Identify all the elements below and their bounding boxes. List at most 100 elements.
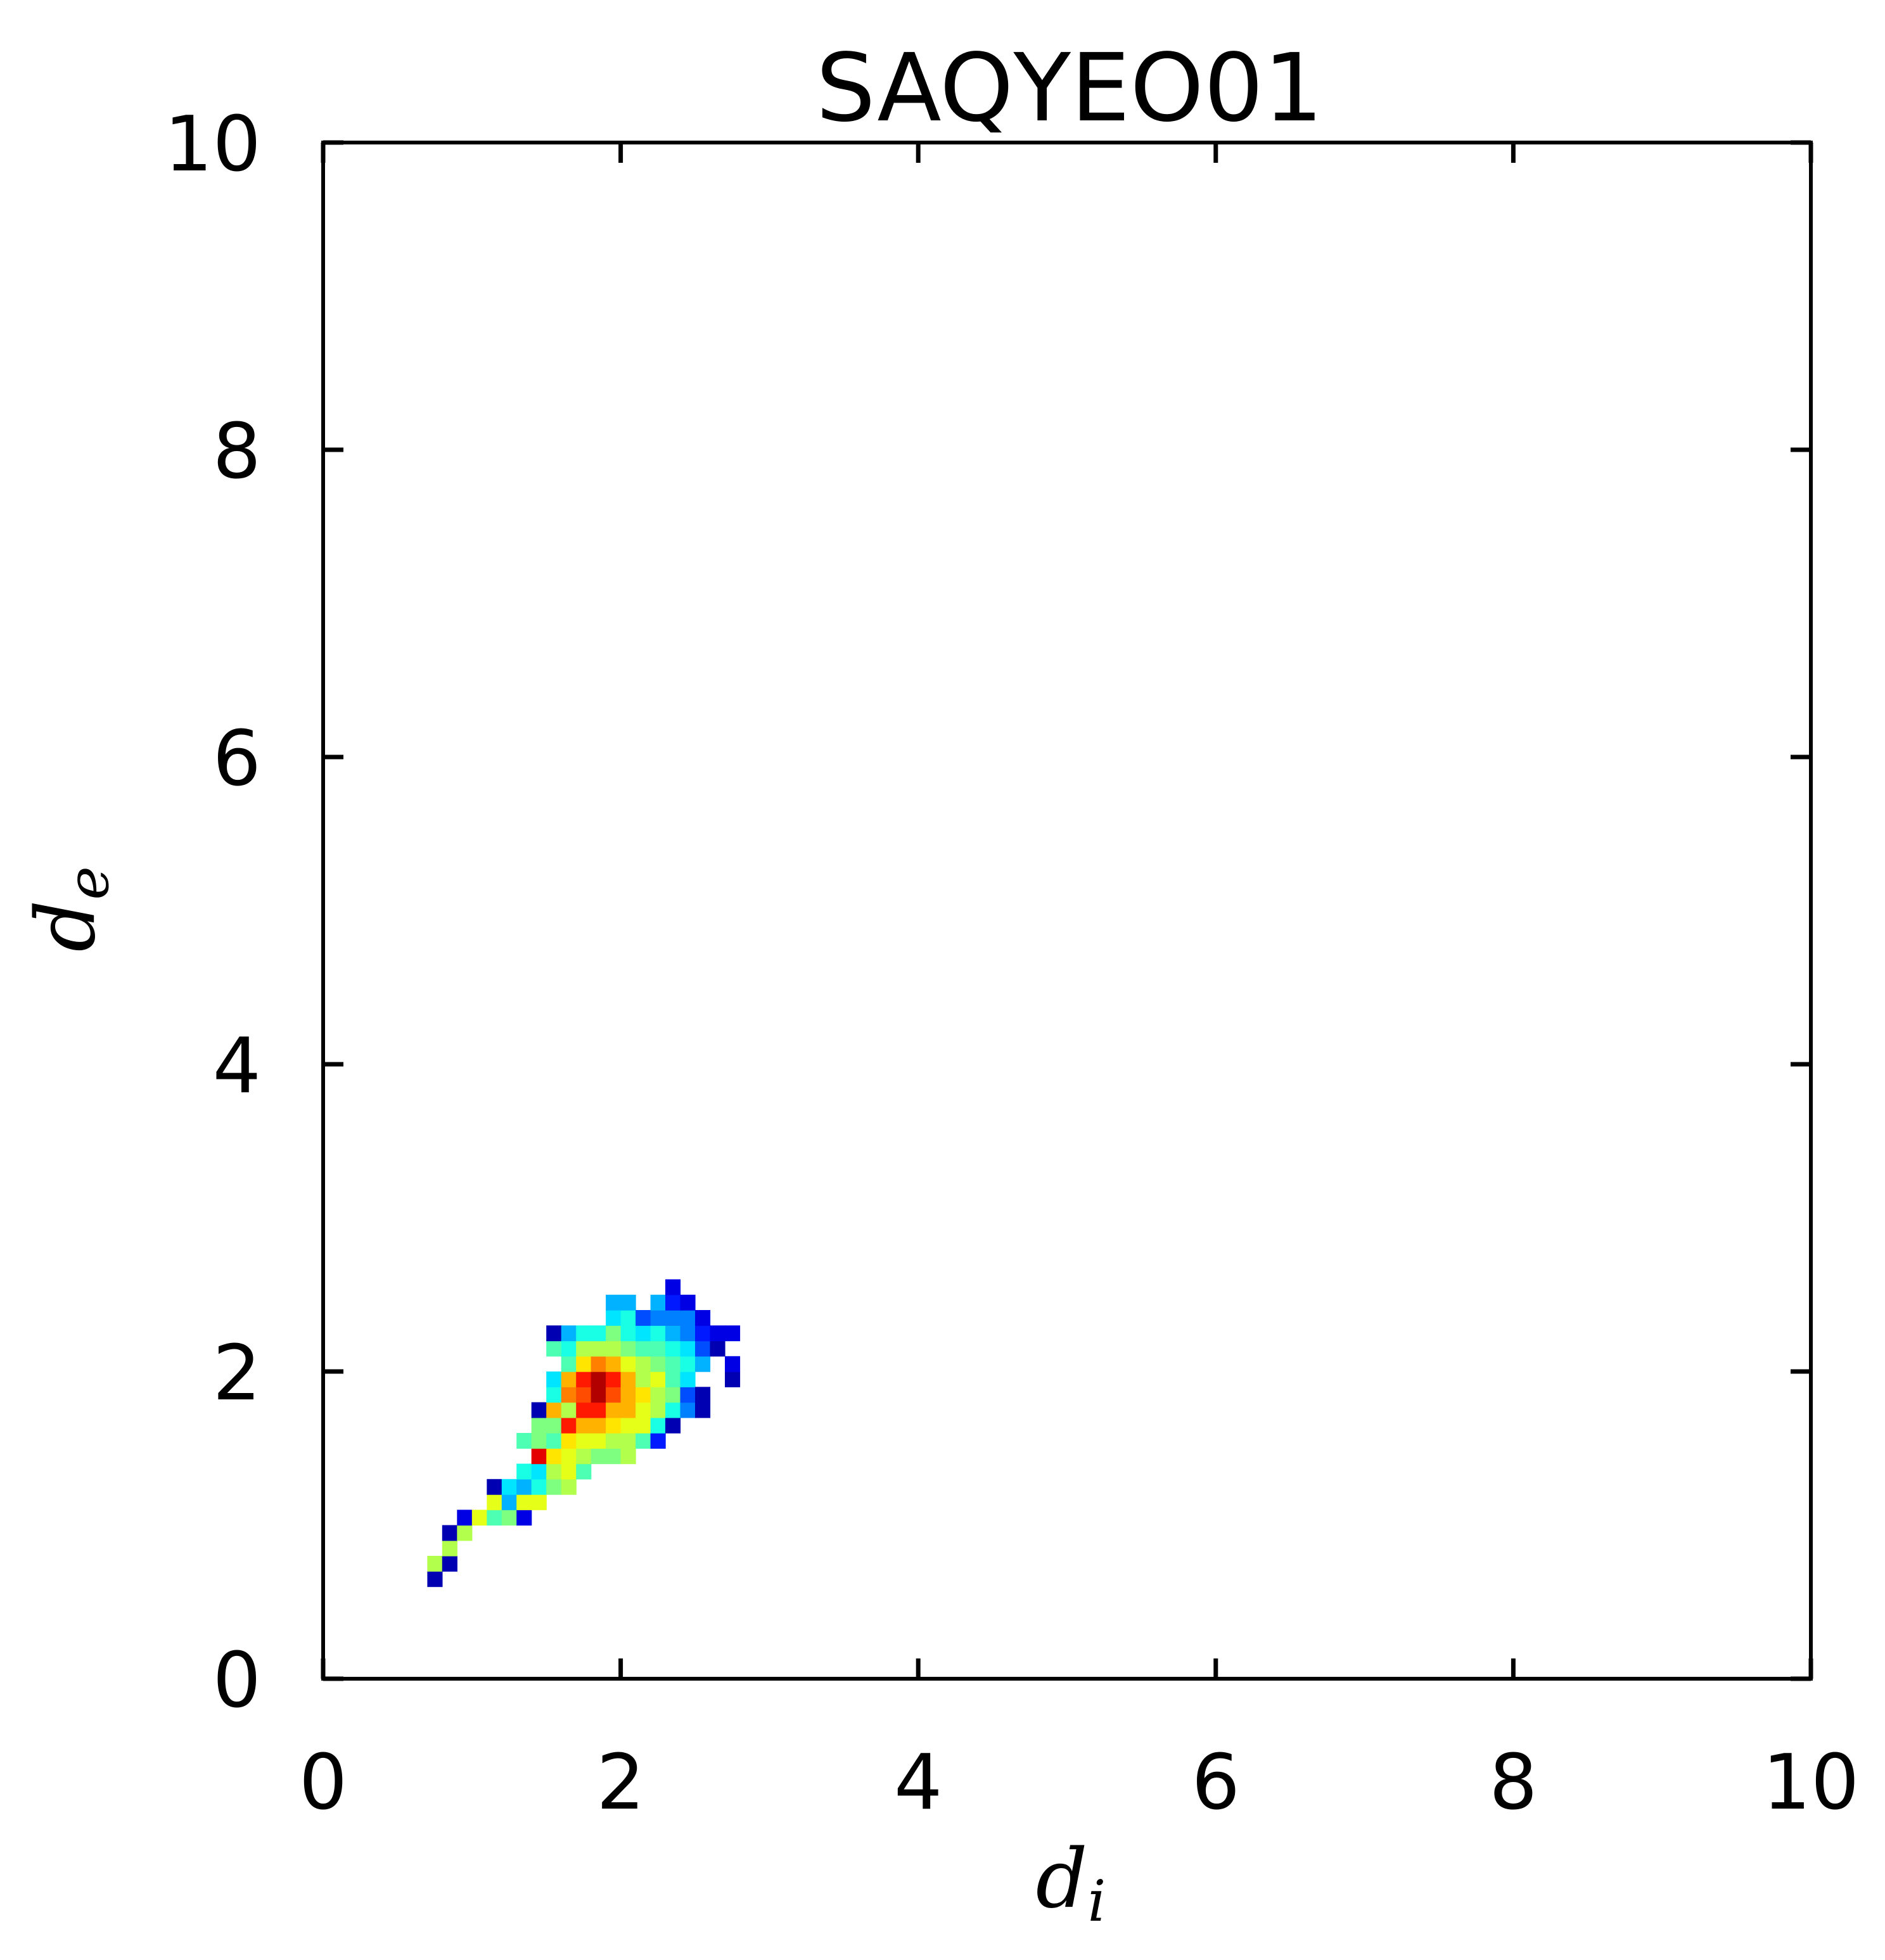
x-axis-label-main: d <box>1036 1832 1088 1926</box>
heatmap-cell <box>561 1417 577 1434</box>
heatmap-cell <box>561 1433 577 1449</box>
heatmap-cell <box>606 1310 622 1326</box>
heatmap-cell <box>546 1325 562 1342</box>
heatmap-cell <box>636 1340 651 1357</box>
axis-ticks <box>321 140 1813 1681</box>
heatmap-cell <box>591 1371 606 1387</box>
heatmap-cell <box>561 1371 577 1387</box>
heatmap-cell <box>576 1387 592 1403</box>
heatmap-cell <box>591 1387 606 1403</box>
x-tick-label: 4 <box>894 1739 942 1827</box>
heatmap-cell <box>591 1433 606 1449</box>
heatmap-cell <box>636 1402 651 1418</box>
heatmap-cell <box>531 1433 547 1449</box>
heatmap-cell <box>487 1479 502 1495</box>
x-axis-label-sub: i <box>1088 1868 1106 1935</box>
heatmap-cell <box>665 1310 681 1326</box>
x-tick-label: 0 <box>299 1739 347 1827</box>
heatmap-cell <box>650 1371 666 1387</box>
heatmap-cell <box>636 1325 651 1342</box>
heatmap-cell <box>546 1340 562 1357</box>
x-tick-labels: 0 2 4 6 8 10 <box>299 1739 1860 1827</box>
heatmap-cell <box>576 1433 592 1449</box>
heatmap-cell <box>636 1371 651 1387</box>
heatmap-cell <box>427 1571 443 1588</box>
heatmap-cell <box>620 1433 636 1449</box>
x-tick-label: 10 <box>1763 1739 1860 1827</box>
heatmap-cell <box>531 1448 547 1465</box>
heatmap-cell <box>620 1310 636 1326</box>
y-tick-label: 6 <box>213 715 261 803</box>
y-tick-label: 10 <box>164 101 261 189</box>
heatmap-cell <box>636 1356 651 1372</box>
heatmap-cell <box>620 1448 636 1465</box>
heatmap-cell <box>636 1310 651 1326</box>
heatmap-cell <box>516 1479 532 1495</box>
heatmap-cell <box>442 1540 457 1556</box>
heatmap-cell <box>516 1510 532 1526</box>
heatmap-cell <box>665 1294 681 1311</box>
heatmap-cell <box>665 1417 681 1434</box>
x-tick-label: 6 <box>1192 1739 1240 1827</box>
heatmap-cell <box>471 1510 487 1526</box>
heatmap-cell <box>680 1356 696 1372</box>
heatmap-cell <box>650 1417 666 1434</box>
heatmap-cell <box>606 1417 622 1434</box>
heatmap-cell <box>606 1387 622 1403</box>
heatmap-cell <box>516 1433 532 1449</box>
heatmap-cell <box>680 1371 696 1387</box>
heatmap-cell <box>650 1294 666 1311</box>
heatmap-cell <box>620 1371 636 1387</box>
heatmap-cells <box>427 1279 741 1588</box>
x-tick-label: 8 <box>1489 1739 1537 1827</box>
heatmap-cell <box>531 1402 547 1418</box>
heatmap-cell <box>620 1356 636 1372</box>
heatmap-cell <box>680 1325 696 1342</box>
heatmap-cell <box>546 1463 562 1480</box>
y-tick-label: 2 <box>213 1330 261 1418</box>
heatmap-cell <box>620 1387 636 1403</box>
heatmap-cell <box>665 1356 681 1372</box>
heatmap-cell <box>576 1402 592 1418</box>
heatmap-cell <box>457 1525 473 1541</box>
heatmap-cell <box>531 1479 547 1495</box>
heatmap-cell <box>561 1479 577 1495</box>
heatmap-cell <box>620 1325 636 1342</box>
y-axis-label: de <box>19 866 122 951</box>
heatmap-cell <box>516 1463 532 1480</box>
heatmap-cell <box>650 1310 666 1326</box>
x-tick-label: 2 <box>596 1739 644 1827</box>
heatmap-cell <box>531 1494 547 1510</box>
heatmap-cell <box>650 1325 666 1342</box>
heatmap-cell <box>650 1387 666 1403</box>
heatmap-cell <box>561 1325 577 1342</box>
heatmap-cell <box>591 1325 606 1342</box>
heatmap-cell <box>606 1371 622 1387</box>
heatmap-cell <box>680 1387 696 1403</box>
heatmap-cell <box>576 1417 592 1434</box>
heatmap-cell <box>606 1325 622 1342</box>
heatmap-cell <box>591 1448 606 1465</box>
heatmap-cell <box>516 1494 532 1510</box>
y-tick-label: 0 <box>213 1637 261 1725</box>
heatmap-cell <box>606 1433 622 1449</box>
heatmap-cell <box>680 1402 696 1418</box>
heatmap-cell <box>576 1325 592 1342</box>
y-tick-label: 4 <box>213 1022 261 1110</box>
heatmap-cell <box>576 1340 592 1357</box>
heatmap-cell <box>636 1417 651 1434</box>
heatmap-cell <box>531 1463 547 1480</box>
heatmap-cell <box>546 1448 562 1465</box>
heatmap-cell <box>636 1433 651 1449</box>
heatmap-cell <box>487 1510 502 1526</box>
heatmap-cell <box>606 1448 622 1465</box>
heatmap-cell <box>650 1433 666 1449</box>
heatmap-cell <box>725 1356 741 1372</box>
heatmap-cell <box>695 1340 711 1357</box>
heatmap-cell <box>680 1294 696 1311</box>
heatmap-cell <box>546 1387 562 1403</box>
y-axis-label-main: d <box>19 900 113 952</box>
heatmap-cell <box>442 1556 457 1572</box>
